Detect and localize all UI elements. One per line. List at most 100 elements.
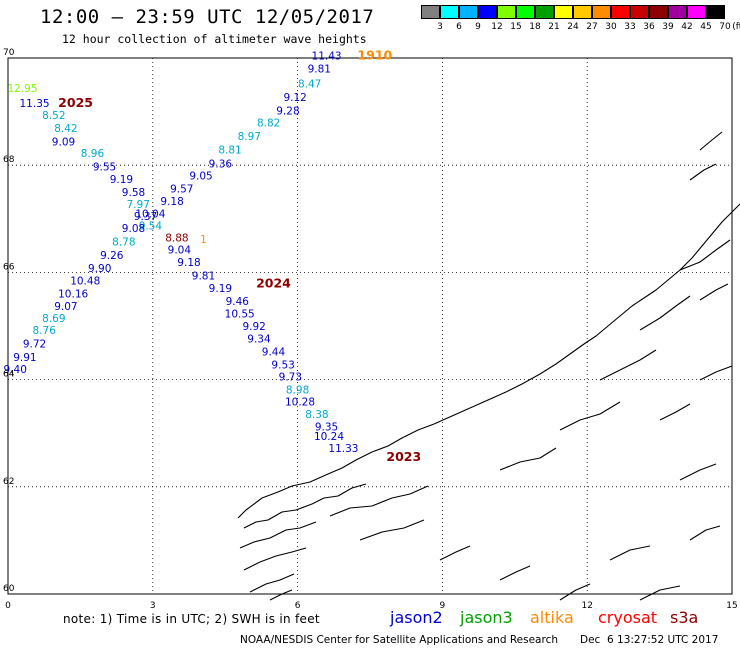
- coastline-main: [237, 203, 740, 519]
- coastline-inland-14: [659, 403, 691, 421]
- satellite-s3a: s3a: [670, 608, 699, 627]
- colorbar-swatch: [535, 5, 554, 19]
- swh-observation: 10.48: [70, 276, 100, 288]
- swh-observation: 9.57: [170, 184, 193, 196]
- coastline-fjord-3: [243, 547, 307, 571]
- coastline-inland-15: [699, 365, 733, 381]
- y-tick-label: 70: [3, 48, 15, 58]
- credit-text: NOAA/NESDIS Center for Satellite Applica…: [240, 634, 558, 646]
- coastline-inland-6: [639, 295, 691, 331]
- coastline: [237, 131, 740, 601]
- track-labels: 1910 2025 2024 2023: [58, 48, 421, 464]
- swh-observation: 9.26: [100, 250, 124, 262]
- colorbar-label: 9: [475, 22, 481, 32]
- swh-observation: 9.72: [23, 338, 46, 350]
- colorbar-label: 3: [437, 22, 443, 32]
- coastline-inland-16: [689, 525, 721, 541]
- colorbar-swatch: [497, 5, 516, 19]
- page-subtitle: 12 hour collection of altimeter wave hei…: [62, 32, 367, 46]
- swh-observation: 8.98: [286, 385, 309, 397]
- swh-observation: 10.24: [314, 431, 344, 443]
- colorbar-label: 24: [567, 22, 579, 32]
- coastline-inland-8: [699, 283, 729, 301]
- swh-observation: 9.58: [122, 187, 145, 199]
- swh-observation: 8.88: [165, 232, 188, 244]
- swh-observation: 7.97: [127, 199, 150, 211]
- swh-observation: 10.04: [135, 209, 165, 221]
- colorbar-label: 15: [510, 22, 522, 32]
- swh-observation: 9.19: [110, 174, 133, 186]
- colorbar-label: 21: [548, 22, 560, 32]
- swh-observation: 9.53: [271, 359, 294, 371]
- swh-observation: 8.76: [33, 325, 57, 337]
- colorbar-swatch: [573, 5, 592, 19]
- coastline-inland-3: [499, 447, 557, 471]
- x-tick-label: 3: [150, 601, 156, 611]
- y-tick-label: 68: [3, 155, 15, 165]
- coastline-inland-2: [359, 519, 425, 541]
- swh-observation: 10.55: [225, 308, 255, 320]
- swh-observation: 9.09: [52, 136, 75, 148]
- swh-observation: 9.08: [122, 223, 145, 235]
- swh-observation: 9.19: [209, 283, 232, 295]
- swh-observation: 8.97: [238, 131, 261, 143]
- satellite-jason2: jason2: [390, 608, 443, 627]
- colorbar-label: 30: [605, 22, 617, 32]
- coastline-fjord-1: [243, 483, 367, 529]
- colorbar-swatch: [592, 5, 611, 19]
- swh-observation: 9.35: [315, 422, 338, 434]
- colorbar-label: 27: [586, 22, 598, 32]
- y-tick-label: 64: [3, 370, 15, 380]
- x-tick-label: 9: [440, 601, 446, 611]
- swh-observation: 8.42: [54, 123, 77, 135]
- colorbar-label: 36: [643, 22, 655, 32]
- coastline-fjord-2: [239, 521, 317, 549]
- swh-observation: 9.92: [242, 321, 265, 333]
- coastline-inland-13: [679, 463, 717, 481]
- swh-observation: 12.95: [7, 83, 37, 95]
- swh-observation: 9.34: [247, 334, 271, 346]
- swh-observation: 9.73: [279, 372, 302, 384]
- colorbar-swatch: [459, 5, 478, 19]
- colorbar-label: 45: [700, 22, 712, 32]
- x-tick-label: 6: [295, 601, 301, 611]
- colorbar-unit: (ft): [732, 22, 740, 32]
- swh-observation: 8.47: [298, 78, 321, 90]
- coastline-fjord-4: [249, 573, 295, 593]
- colorbar-label: 70: [719, 22, 731, 32]
- swh-observation: 8.96: [81, 148, 105, 160]
- colorbar-swatch: [687, 5, 706, 19]
- timestamp-text: Dec 6 13:27:52 UTC 2017: [580, 634, 719, 646]
- colorbar-swatch: [668, 5, 687, 19]
- swh-observation: 1: [200, 234, 207, 246]
- colorbar-swatch: [421, 5, 440, 19]
- coastline-inland-5: [599, 349, 657, 381]
- coastline-inland-4: [559, 401, 621, 431]
- swh-observation: 8.38: [305, 409, 328, 421]
- swh-observation: 9.07: [54, 301, 77, 313]
- swh-observation: 9.18: [160, 196, 183, 208]
- swh-observation: 9.04: [168, 245, 192, 257]
- swh-observation: 9.28: [276, 105, 299, 117]
- track-time-label: 2024: [256, 275, 291, 290]
- coastline-inland-17: [439, 545, 471, 561]
- satellite-altika: altika: [530, 608, 574, 627]
- swh-observation: 9.36: [209, 158, 233, 170]
- observation-labels: 11.439.818.479.129.288.828.978.819.369.0…: [4, 51, 359, 455]
- coastline-inland-20: [689, 163, 717, 181]
- satellite-jason3: jason3: [460, 608, 513, 627]
- colorbar-swatch: [440, 5, 459, 19]
- coastline-inland-12: [499, 565, 531, 581]
- colorbar-swatch: [649, 5, 668, 19]
- coastline-inland-11: [559, 583, 591, 601]
- colorbar-swatch: [478, 5, 497, 19]
- swh-observation: 9.55: [93, 162, 116, 174]
- colorbar-label: 18: [529, 22, 541, 32]
- x-tick-label: 0: [5, 601, 11, 611]
- track-time-label: 2023: [386, 449, 421, 464]
- legend-note: note: 1) Time is in UTC; 2) SWH is in fe…: [63, 612, 320, 626]
- colorbar-swatch: [611, 5, 630, 19]
- colorbar-label: 6: [456, 22, 462, 32]
- swh-observation: 8.52: [42, 110, 65, 122]
